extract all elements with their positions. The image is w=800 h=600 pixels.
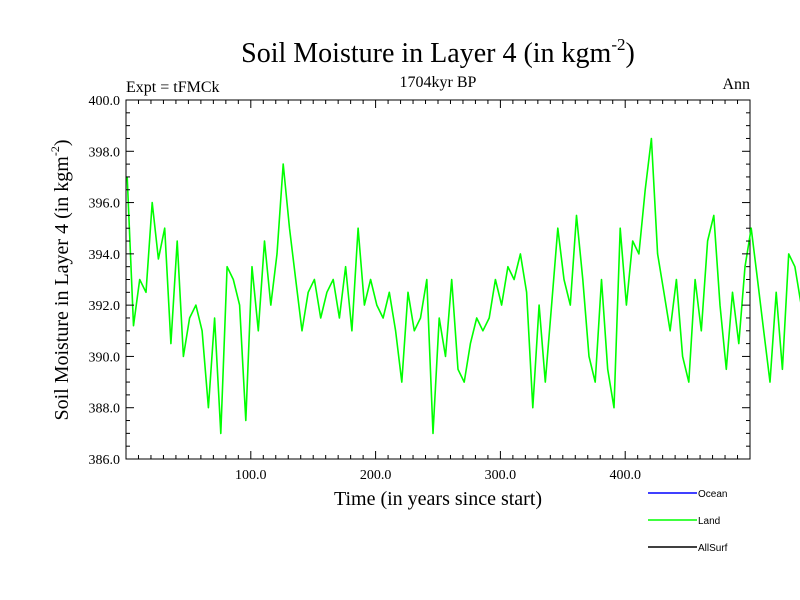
- y-axis-title: Soil Moisture in Layer 4 (in kgm-2): [48, 139, 73, 420]
- x-tick-label: 100.0: [235, 468, 267, 483]
- y-tick-label: 394.0: [89, 248, 121, 263]
- experiment-label: Expt = tFMCk: [126, 79, 219, 96]
- y-tick-label: 392.0: [89, 299, 121, 314]
- chart-title-superscript: -2: [611, 35, 625, 54]
- y-axis-title-superscript: -2: [48, 146, 62, 156]
- y-tick-label: 388.0: [89, 402, 121, 417]
- chart-title: Soil Moisture in Layer 4 (in kgm-2): [241, 35, 635, 69]
- y-tick-label: 400.0: [89, 94, 121, 109]
- legend-label-allsurf: AllSurf: [698, 543, 728, 554]
- plot-area: [125, 99, 800, 460]
- x-axis-title: Time (in years since start): [334, 488, 542, 510]
- legend-label-ocean: Ocean: [698, 489, 727, 500]
- legend-label-land: Land: [698, 516, 720, 527]
- chart-title-main: Soil Moisture in Layer 4 (in kgm: [241, 38, 611, 69]
- x-axis-ticks: 100.0 200.0 300.0 400.0: [137, 100, 739, 483]
- y-tick-label: 398.0: [89, 145, 121, 160]
- y-tick-label: 396.0: [89, 197, 121, 212]
- period-label: 1704kyr BP: [400, 74, 477, 91]
- chart-title-close: ): [626, 38, 635, 69]
- y-tick-label: 390.0: [89, 350, 121, 365]
- y-axis-title-main: Soil Moisture in Layer 4 (in kgm: [51, 156, 73, 421]
- series-line-land: [126, 137, 800, 435]
- season-label: Ann: [722, 76, 750, 93]
- y-axis-ticks: 386.0 388.0 390.0 392.0 394.0 396.0 398.0 400.0: [89, 94, 750, 468]
- y-axis-title-close: ): [51, 139, 73, 146]
- x-tick-label: 200.0: [360, 468, 392, 483]
- x-tick-label: 400.0: [609, 468, 641, 483]
- y-tick-label: 386.0: [89, 453, 121, 468]
- legend: Ocean Land AllSurf: [648, 489, 728, 554]
- x-tick-label: 300.0: [485, 468, 517, 483]
